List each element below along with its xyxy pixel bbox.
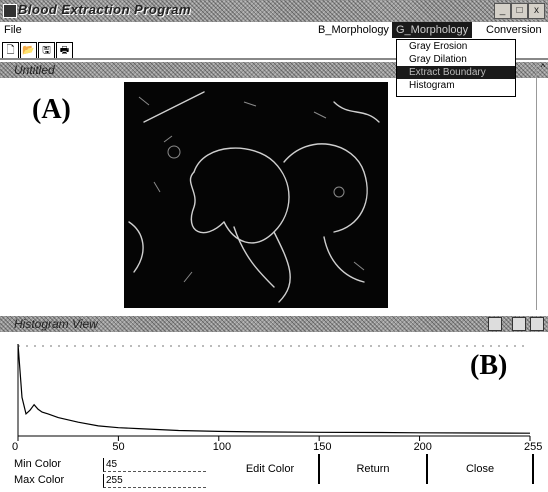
histogram-chart [0, 336, 548, 454]
scroll-up-icon[interactable]: ^ [537, 62, 548, 72]
x-tick-label: 50 [112, 441, 124, 453]
save-icon[interactable]: 🖫 [38, 42, 55, 59]
vessel-boundary-graphic [124, 82, 388, 308]
print-icon[interactable]: 🖶 [56, 42, 73, 59]
menu-item-histogram[interactable]: Histogram [397, 79, 515, 92]
histogram-maximize-button[interactable] [512, 317, 526, 331]
menu-item-extract-boundary[interactable]: Extract Boundary [397, 66, 515, 79]
window-title: Blood Extraction Program [18, 2, 191, 17]
x-tick-label: 255 [524, 441, 542, 453]
histogram-window-title: Histogram View [14, 317, 98, 331]
histogram-window-titlebar: Histogram View [0, 316, 548, 332]
menu-b-morphology[interactable]: B_Morphology [318, 22, 389, 38]
histogram-minimize-button[interactable] [488, 317, 502, 331]
x-tick-label: 200 [414, 441, 432, 453]
panel-a-label: (A) [32, 94, 71, 126]
return-button[interactable]: Return [320, 454, 428, 484]
x-tick-label: 100 [213, 441, 231, 453]
app-icon[interactable] [3, 4, 17, 18]
blood-vessel-image [124, 82, 388, 308]
new-file-icon[interactable]: 🗋 [2, 42, 19, 59]
menu-item-gray-dilation[interactable]: Gray Dilation [397, 53, 515, 66]
menu-bar: File B_Morphology G_Morphology Conversio… [0, 22, 548, 38]
min-color-field[interactable]: 45 [103, 458, 206, 472]
x-tick-label: 150 [313, 441, 331, 453]
title-bar: Blood Extraction Program _ □ x [0, 0, 548, 22]
open-folder-icon[interactable]: 📂 [20, 42, 37, 59]
image-window-title: Untitled [14, 63, 55, 77]
minimize-button[interactable]: _ [494, 3, 511, 19]
min-color-label: Min Color [14, 458, 61, 470]
histogram-close-button[interactable] [530, 317, 544, 331]
g-morphology-dropdown: Gray Erosion Gray Dilation Extract Bound… [396, 39, 516, 97]
histogram-axes [18, 344, 530, 436]
menu-item-gray-erosion[interactable]: Gray Erosion [397, 40, 515, 53]
edit-color-button[interactable]: Edit Color [222, 454, 320, 484]
close-button[interactable]: Close [428, 454, 534, 484]
max-color-label: Max Color [14, 474, 64, 486]
menu-g-morphology[interactable]: G_Morphology [392, 22, 472, 38]
menu-file[interactable]: File [4, 22, 22, 38]
image-vertical-scrollbar[interactable]: ^ [536, 62, 548, 310]
histogram-series-line [18, 344, 530, 433]
menu-conversion[interactable]: Conversion [486, 22, 542, 38]
max-color-field[interactable]: 255 [103, 474, 206, 488]
panel-b-label: (B) [470, 350, 507, 382]
toolbar: 🗋 📂 🖫 🖶 [2, 40, 74, 58]
close-window-button[interactable]: x [528, 3, 545, 19]
maximize-button[interactable]: □ [511, 3, 528, 19]
x-tick-label: 0 [12, 441, 18, 453]
